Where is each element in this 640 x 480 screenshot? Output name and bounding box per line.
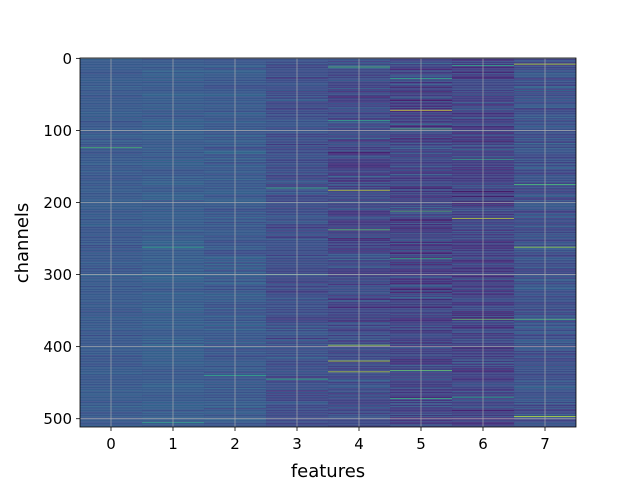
y-tick-label: 200 xyxy=(43,194,72,212)
x-axis: 0 1 2 3 4 5 6 7 xyxy=(106,427,550,453)
y-axis-label: channels xyxy=(12,203,33,284)
heatmap-cells xyxy=(80,58,576,427)
y-tick-label: 400 xyxy=(43,338,72,356)
y-axis: 0 100 200 300 400 500 xyxy=(43,50,80,428)
grid-lines xyxy=(80,57,576,427)
y-tick-label: 300 xyxy=(43,266,72,284)
x-tick-label: 2 xyxy=(230,435,240,453)
y-tick-label: 100 xyxy=(43,122,72,140)
x-tick-label: 7 xyxy=(540,435,550,453)
x-axis-label: features xyxy=(291,461,365,480)
x-tick-label: 0 xyxy=(106,435,116,453)
x-tick-label: 1 xyxy=(168,435,178,453)
y-tick-label: 500 xyxy=(43,410,72,428)
x-tick-label: 5 xyxy=(416,435,426,453)
plot-frame xyxy=(79,57,577,428)
x-tick-label: 4 xyxy=(354,435,364,453)
y-tick-label: 0 xyxy=(62,50,72,68)
x-tick-label: 6 xyxy=(478,435,488,453)
x-tick-label: 3 xyxy=(292,435,302,453)
